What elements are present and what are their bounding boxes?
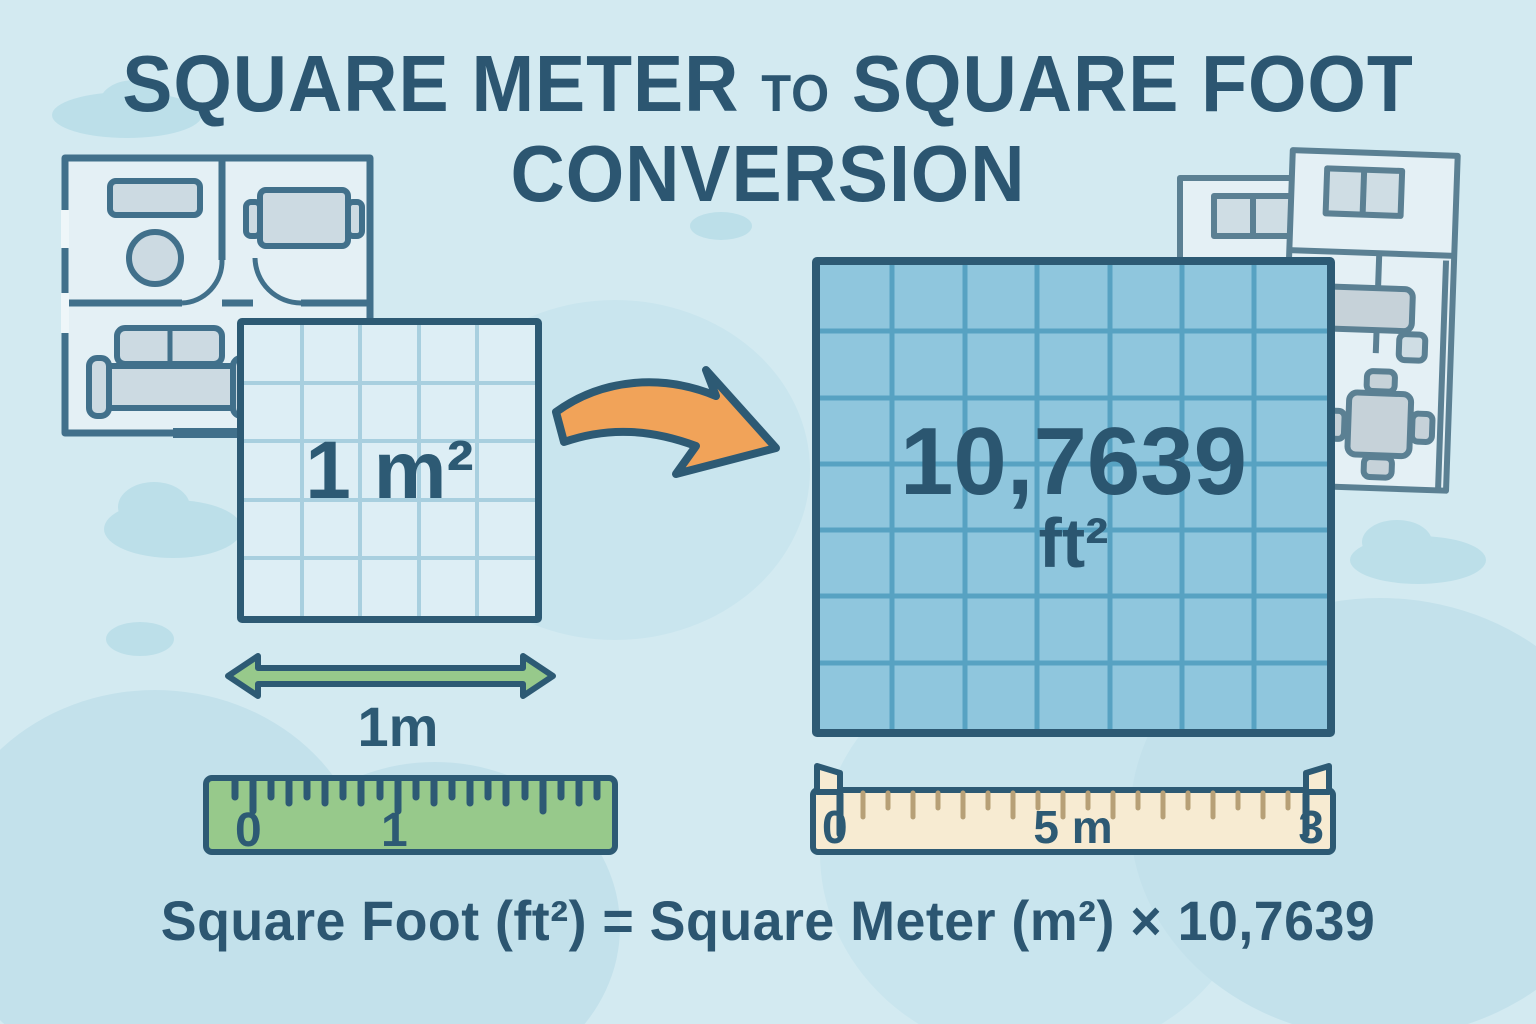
square-meter-box: 1 m² [237,318,542,623]
feet-ruler-label-5m: 5 m [1033,801,1113,853]
feet-grid-lines [820,265,1327,729]
square-foot-area-value: 10,7639 [899,408,1247,516]
square-meter-area-label: 1 m² [305,424,474,516]
page-title-line1: SQUARE METER TO SQUARE FOOT [46,44,1490,124]
cloud-shape [100,80,170,124]
cloud-shape [690,212,752,240]
title-text-to: TO [761,65,831,123]
feet-ruler-label-3: 3 [1298,801,1324,853]
title-text-left: SQUARE METER [122,39,740,128]
title-text-right: SQUARE FOOT [851,39,1414,128]
cloud-shape [118,482,190,532]
feet-ruler: 0 5 m 3 [808,756,1338,862]
meter-width-double-arrow-icon [225,653,556,699]
meter-grid-lines [244,325,535,616]
title-text-line2: CONVERSION [510,129,1026,218]
meter-ruler: 0 1 [203,775,618,857]
meter-ruler-ticks [231,777,601,815]
cloud-shape [106,622,174,656]
feet-ruler-shape [810,763,1336,855]
meter-side-length-label: 1m [357,695,439,758]
meter-ruler-label-1: 1 [381,804,408,857]
square-foot-box: 10,7639 ft² [812,257,1335,737]
page-title-line2: CONVERSION [46,134,1490,214]
cloud-shape [1362,520,1432,564]
meter-ruler-label-0: 0 [235,804,262,857]
conversion-arrow-icon [552,366,780,478]
feet-ruler-label-0: 0 [822,801,848,853]
square-foot-area-unit: ft² [1038,503,1109,582]
conversion-formula: Square Foot (ft²) = Square Meter (m²) × … [160,889,1376,952]
